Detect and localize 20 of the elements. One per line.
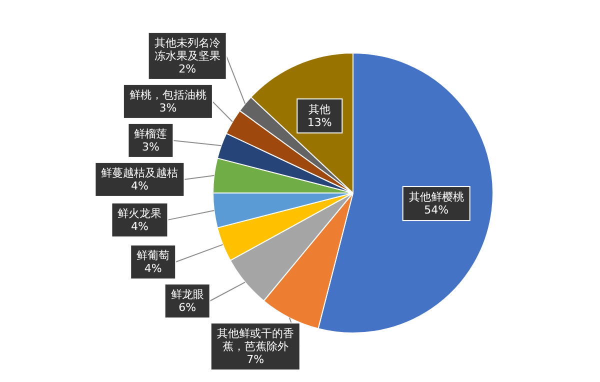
data-label: 4% — [130, 179, 148, 192]
data-label: 3% — [159, 101, 177, 114]
data-label: 4% — [144, 262, 162, 275]
data-label: 6% — [178, 301, 196, 314]
slice-label: 其他鲜或干的香蕉，芭蕉除外 — [216, 327, 294, 353]
slice-label: 鲜蔓越桔及越桔 — [101, 166, 178, 180]
slice-label: 鲜火龙果 — [118, 206, 162, 220]
data-label: 2% — [178, 62, 196, 76]
slice-label: 鲜葡萄 — [136, 249, 170, 262]
data-label: 13% — [307, 116, 332, 129]
slice-label: 其他未列名冷冻水果及坚果 — [154, 36, 220, 62]
slice-label: 其他鲜樱桃 — [408, 190, 464, 204]
slice-label: 其他 — [308, 102, 331, 116]
slice-label: 鲜桃，包括油桃 — [129, 88, 206, 102]
data-label: 54% — [424, 204, 449, 217]
slice-label: 鲜榴莲 — [134, 127, 168, 140]
data-label: 3% — [142, 140, 160, 154]
data-label: 4% — [130, 220, 148, 233]
data-label: 7% — [246, 353, 264, 366]
slice-label: 鲜龙眼 — [170, 288, 204, 301]
